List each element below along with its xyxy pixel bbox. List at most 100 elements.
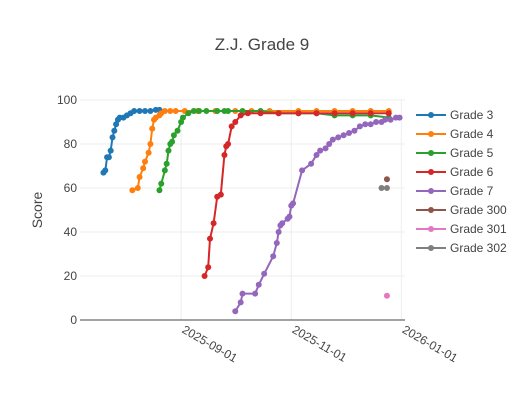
data-point — [232, 308, 239, 315]
data-point — [317, 147, 324, 154]
series-grade-3 — [100, 106, 163, 176]
data-point — [129, 187, 136, 194]
data-point — [239, 290, 246, 297]
data-point — [244, 110, 251, 117]
series-layer — [100, 106, 403, 315]
data-point — [167, 108, 174, 114]
data-point — [161, 108, 168, 114]
data-point — [147, 108, 154, 114]
data-point — [185, 110, 192, 117]
data-point — [149, 125, 156, 132]
legend-item[interactable]: Grade 5 — [416, 146, 494, 160]
legend-marker-swatch — [428, 226, 434, 232]
data-point — [275, 110, 282, 117]
data-point — [261, 270, 268, 277]
data-point — [172, 108, 179, 114]
legend-marker-swatch — [428, 169, 434, 175]
data-point — [203, 108, 210, 114]
legend-item[interactable]: Grade 7 — [416, 184, 494, 198]
legend-label: Grade 7 — [450, 184, 494, 198]
data-point — [275, 229, 282, 235]
data-point — [383, 176, 390, 183]
legend-marker-swatch — [428, 188, 434, 194]
legend-item[interactable]: Grade 4 — [416, 127, 494, 141]
data-point — [237, 112, 244, 119]
data-point — [214, 108, 221, 114]
data-point — [349, 110, 356, 117]
data-point — [142, 158, 148, 165]
data-point — [362, 121, 369, 128]
legend-item[interactable]: Grade 6 — [416, 165, 494, 179]
data-point — [313, 152, 320, 158]
legend-label: Grade 5 — [450, 146, 494, 160]
y-tick-label: 40 — [64, 225, 78, 239]
data-point — [295, 110, 302, 117]
data-point — [356, 123, 363, 130]
legend[interactable]: Grade 3 Grade 4 Grade 5 Grade 6 Grade 7 Grade… — [416, 108, 507, 255]
y-tick-label: 20 — [64, 269, 78, 283]
data-point — [131, 108, 138, 114]
data-point — [335, 134, 342, 141]
data-point — [105, 154, 112, 161]
legend-item[interactable]: Grade 302 — [416, 241, 507, 255]
data-point — [109, 134, 116, 141]
series-grade-302 — [378, 185, 390, 191]
y-tick-label: 80 — [64, 137, 78, 151]
data-point — [140, 165, 147, 172]
data-point — [367, 121, 374, 128]
legend-item[interactable]: Grade 301 — [416, 222, 507, 236]
data-point — [190, 108, 197, 114]
data-point — [387, 116, 394, 123]
legend-item[interactable]: Grade 3 — [416, 108, 494, 122]
data-point — [174, 127, 181, 134]
data-point — [286, 213, 293, 220]
data-point — [290, 200, 297, 207]
chart-title: Z.J. Grade 9 — [215, 35, 309, 54]
data-point — [308, 160, 315, 167]
series-grade-301 — [383, 292, 390, 299]
legend-label: Grade 3 — [450, 108, 494, 122]
data-point — [217, 191, 224, 198]
data-point — [396, 114, 403, 121]
data-point — [237, 299, 244, 306]
data-point — [205, 264, 212, 271]
y-tick-label: 60 — [64, 181, 78, 195]
data-point — [145, 149, 152, 156]
legend-label: Grade 300 — [450, 203, 507, 217]
legend-marker-swatch — [428, 131, 434, 137]
legend-marker-swatch — [428, 112, 434, 118]
data-point — [270, 253, 277, 260]
data-point — [169, 138, 176, 145]
data-point — [255, 281, 262, 288]
legend-label: Grade 4 — [450, 127, 494, 141]
data-point — [383, 185, 390, 191]
data-point — [252, 290, 259, 297]
data-point — [165, 147, 172, 154]
data-point — [179, 114, 186, 121]
legend-marker-swatch — [428, 245, 434, 251]
data-point — [196, 108, 203, 114]
legend-label: Grade 302 — [450, 241, 507, 255]
data-point — [378, 185, 385, 191]
data-point — [225, 141, 232, 147]
legend-label: Grade 6 — [450, 165, 494, 179]
data-point — [228, 123, 235, 130]
data-point — [257, 110, 264, 117]
legend-item[interactable]: Grade 300 — [416, 203, 507, 217]
data-point — [136, 174, 143, 180]
data-point — [329, 136, 336, 143]
series-grade-7 — [232, 114, 403, 315]
data-point — [279, 220, 286, 227]
data-point — [161, 167, 168, 174]
legend-marker-swatch — [428, 207, 434, 213]
data-point — [158, 180, 165, 187]
data-point — [111, 127, 118, 134]
data-point — [331, 110, 338, 117]
data-point — [340, 132, 347, 139]
data-point — [102, 167, 109, 174]
data-point — [142, 108, 148, 114]
series-grade-6 — [201, 110, 392, 279]
data-point — [163, 160, 170, 167]
